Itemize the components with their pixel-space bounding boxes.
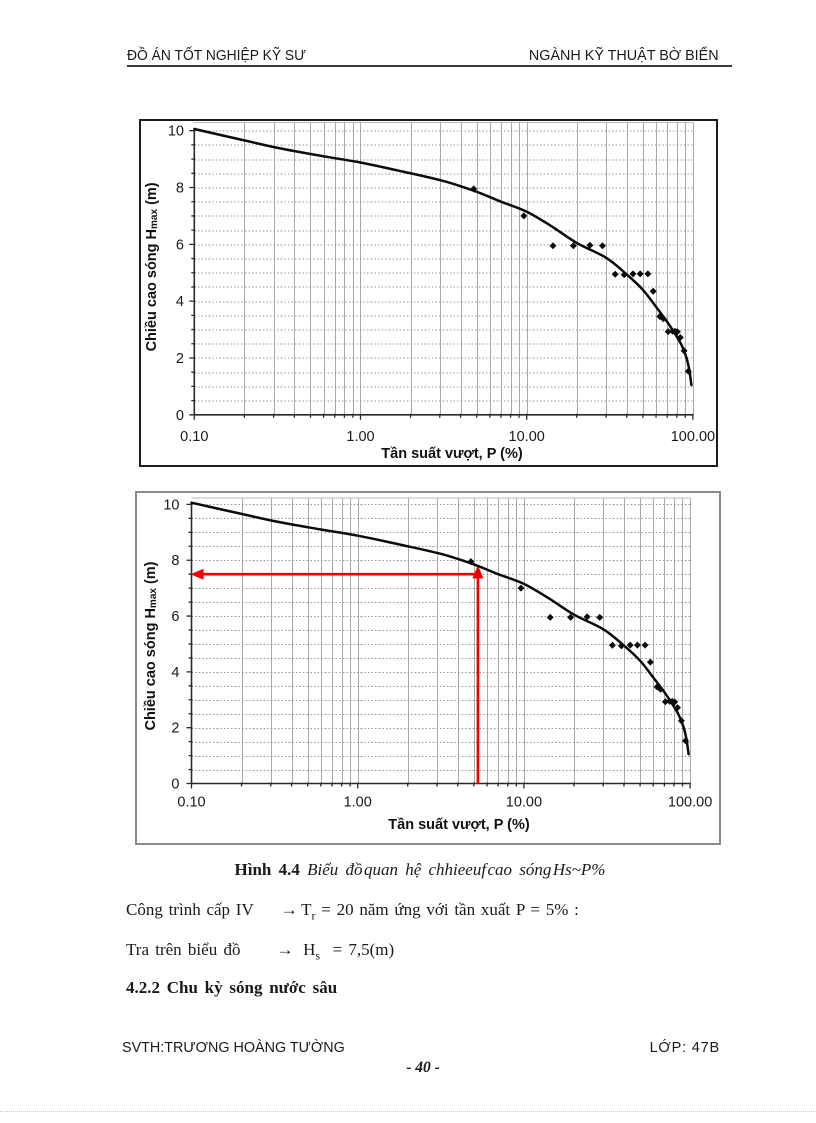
svg-text:Tần suất vượt, P (%): Tần suất vượt, P (%) bbox=[388, 817, 530, 833]
svg-text:Chiều cao sóng Hmax (m): Chiều cao sóng Hmax (m) bbox=[144, 182, 160, 351]
svg-text:6: 6 bbox=[171, 609, 179, 625]
svg-text:0.10: 0.10 bbox=[180, 429, 208, 445]
svg-text:6: 6 bbox=[176, 237, 184, 253]
svg-text:100.00: 100.00 bbox=[671, 429, 715, 445]
svg-text:Tần suất vượt, P (%): Tần suất vượt, P (%) bbox=[381, 446, 523, 462]
svg-text:10.00: 10.00 bbox=[506, 795, 542, 811]
svg-text:10: 10 bbox=[163, 497, 179, 513]
svg-text:100.00: 100.00 bbox=[668, 795, 712, 811]
svg-text:0: 0 bbox=[176, 407, 184, 423]
svg-text:8: 8 bbox=[171, 553, 179, 569]
svg-text:0.10: 0.10 bbox=[177, 795, 205, 811]
svg-text:4: 4 bbox=[171, 665, 179, 681]
svg-text:0: 0 bbox=[171, 777, 179, 793]
svg-text:Chiều cao sóng Hmax (m): Chiều cao sóng Hmax (m) bbox=[143, 561, 159, 730]
svg-text:10: 10 bbox=[168, 123, 184, 139]
svg-text:10.00: 10.00 bbox=[509, 429, 545, 445]
svg-text:8: 8 bbox=[176, 180, 184, 196]
svg-text:1.00: 1.00 bbox=[346, 429, 374, 445]
svg-text:1.00: 1.00 bbox=[344, 795, 372, 811]
svg-text:4: 4 bbox=[176, 294, 184, 310]
svg-text:2: 2 bbox=[171, 721, 179, 737]
svg-text:2: 2 bbox=[176, 351, 184, 367]
